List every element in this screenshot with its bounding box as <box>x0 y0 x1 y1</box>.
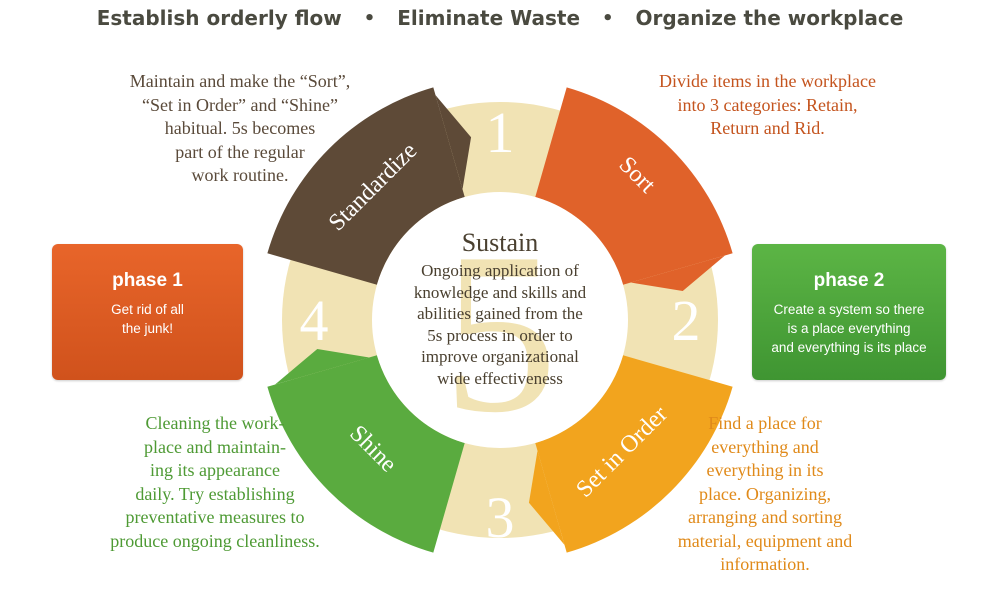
header-tagline: Establish orderly flow • Eliminate Waste… <box>0 4 1000 32</box>
standardize-description: Maintain and make the “Sort”, “Set in Or… <box>129 71 351 185</box>
header-item-eliminate-waste: Eliminate Waste <box>397 6 581 30</box>
phase-1-text: Get rid of all the junk! <box>111 302 184 336</box>
header-separator: • <box>363 7 376 29</box>
sustain-center: Sustain Ongoing application of knowledge… <box>378 228 622 389</box>
center-disc <box>372 192 628 448</box>
header-item-establish-flow: Establish orderly flow <box>96 6 342 30</box>
set-in-order-description: Find a place for everything and everythi… <box>677 413 853 574</box>
arrow-set-in-order <box>528 450 565 545</box>
phase-2-text: Create a system so there is a place ever… <box>771 302 927 355</box>
number-3: 3 <box>486 485 515 550</box>
header-separator: • <box>602 7 614 29</box>
phase-2-title: phase 2 <box>813 270 885 291</box>
number-1: 1 <box>486 100 515 165</box>
sustain-title: Sustain <box>461 228 539 257</box>
segment-standardize <box>267 87 465 285</box>
arrow-shine <box>275 348 370 385</box>
phase-1-card: phase 1 Get rid of all the junk! <box>52 244 243 380</box>
arrow-sort <box>630 255 725 292</box>
number-4: 4 <box>300 288 329 353</box>
center-number-5: 5 <box>443 205 558 460</box>
header-item-organize-workplace: Organize the workplace <box>635 6 904 30</box>
shine-description: Cleaning the work- place and maintain- i… <box>110 413 320 551</box>
phase-1-title: phase 1 <box>112 270 183 291</box>
arrow-standardize <box>435 95 472 190</box>
phase-2-card: phase 2 Create a system so there is a pl… <box>752 244 946 380</box>
segment-sort <box>535 87 733 285</box>
sustain-text: Ongoing application of knowledge and ski… <box>413 261 587 388</box>
number-2: 2 <box>672 288 701 353</box>
segment-shine <box>267 355 465 553</box>
sort-description: Divide items in the workplace into 3 cat… <box>659 71 876 138</box>
segment-set-in-order <box>535 355 733 553</box>
